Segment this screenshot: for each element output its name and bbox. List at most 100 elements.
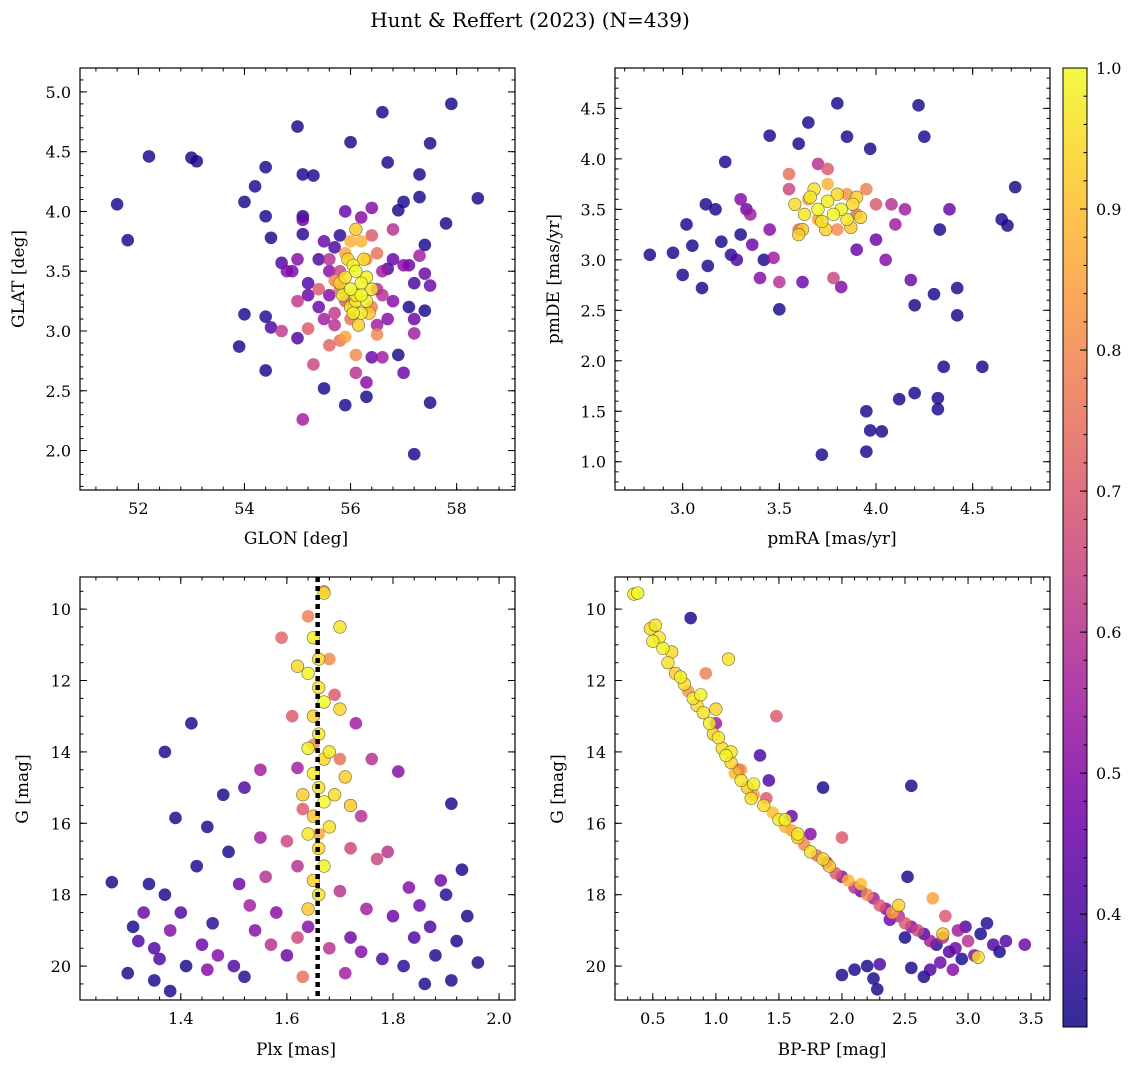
data-point (413, 249, 426, 262)
data-point (397, 195, 410, 209)
y-tick-label: 20 (51, 957, 71, 976)
data-point (841, 874, 855, 887)
data-point (344, 235, 357, 248)
data-point (811, 157, 825, 171)
y-tick-label: 14 (51, 743, 71, 762)
data-point (343, 798, 358, 813)
data-point (206, 916, 219, 930)
y-axis-label: G [mag] (548, 754, 568, 823)
data-point (323, 264, 336, 278)
data-point (821, 177, 834, 191)
y-tick-label: 4.5 (581, 99, 606, 118)
panel-plx-g: Plx [mas] G [mag] 1.4 1.6 1.8 2.0 10 12 14 16 18… (13, 576, 516, 1060)
ticks (615, 67, 1051, 490)
plot-frame (79, 576, 516, 1001)
data-point (402, 881, 416, 894)
data-point (709, 702, 723, 716)
data-point (778, 813, 792, 827)
data-point (312, 282, 326, 296)
x-axis-label: Plx [mas] (256, 1040, 336, 1060)
data-point (656, 641, 670, 655)
data-point (201, 820, 214, 834)
data-point (931, 402, 945, 416)
data-point (259, 364, 272, 377)
data-point (259, 160, 272, 174)
data-point (709, 203, 722, 216)
data-point (328, 241, 341, 254)
ticks (80, 577, 515, 1000)
data-point (317, 235, 331, 248)
x-tick-label: 1.0 (703, 1009, 728, 1028)
data-point (402, 300, 416, 314)
y-tick-label: 2.0 (46, 442, 71, 461)
data-point (351, 318, 366, 332)
data-point (238, 970, 251, 984)
data-point (354, 211, 368, 224)
data-point (291, 761, 304, 775)
data-point (343, 282, 358, 296)
data-point (1018, 938, 1032, 951)
colorbar-tick-label: 0.5 (1096, 764, 1121, 783)
data-point (349, 264, 363, 278)
data-point (853, 210, 868, 225)
data-point (301, 288, 315, 302)
data-point (718, 155, 732, 169)
data-point (869, 197, 883, 211)
data-point (232, 877, 246, 891)
data-point (898, 916, 912, 930)
data-point (301, 322, 315, 335)
data-point (301, 666, 315, 680)
data-point (338, 205, 352, 218)
y-tick-label: 3.5 (46, 262, 71, 281)
data-point (376, 264, 389, 278)
data-point (360, 902, 373, 916)
data-point (269, 906, 283, 919)
data-point (381, 312, 394, 326)
data-point (158, 888, 172, 901)
data-point (875, 425, 889, 438)
data-point (734, 228, 747, 241)
y-tick-label: 3.0 (581, 251, 606, 270)
data-point (908, 298, 921, 312)
data-point (301, 920, 315, 934)
data-point (802, 116, 815, 129)
data-point (397, 366, 410, 380)
data-point (142, 877, 156, 891)
data-point (317, 586, 331, 600)
data-point (407, 327, 421, 340)
data-point (153, 952, 166, 966)
data-point (201, 963, 214, 976)
x-axis-label: pmRA [mas/yr] (767, 529, 896, 549)
data-point (264, 938, 278, 951)
data-point (349, 348, 363, 362)
data-point (238, 195, 251, 209)
y-tick-label: 18 (51, 886, 71, 905)
data-point (333, 620, 347, 634)
data-point (831, 223, 844, 236)
data-point (892, 392, 906, 406)
data-point (365, 229, 379, 242)
data-point (354, 945, 368, 959)
data-point (238, 307, 251, 321)
data-point (974, 927, 987, 941)
data-point (792, 227, 806, 242)
x-tick-label: 2.0 (829, 1009, 854, 1028)
data-point (648, 618, 662, 632)
data-point (971, 950, 985, 964)
data-point (931, 391, 945, 405)
y-tick-label: 4.0 (46, 202, 71, 221)
data-point (762, 774, 776, 787)
data-point (333, 752, 347, 766)
data-point (788, 197, 802, 211)
data-point (254, 831, 267, 844)
data-point (773, 302, 786, 316)
data-point (885, 197, 898, 211)
data-point (323, 252, 336, 266)
data-point (121, 233, 135, 247)
scatter-points (110, 97, 485, 461)
data-point (376, 952, 389, 966)
y-tick-label: 16 (586, 814, 606, 833)
data-point (323, 652, 336, 666)
data-point (301, 827, 315, 841)
data-point (259, 870, 272, 884)
